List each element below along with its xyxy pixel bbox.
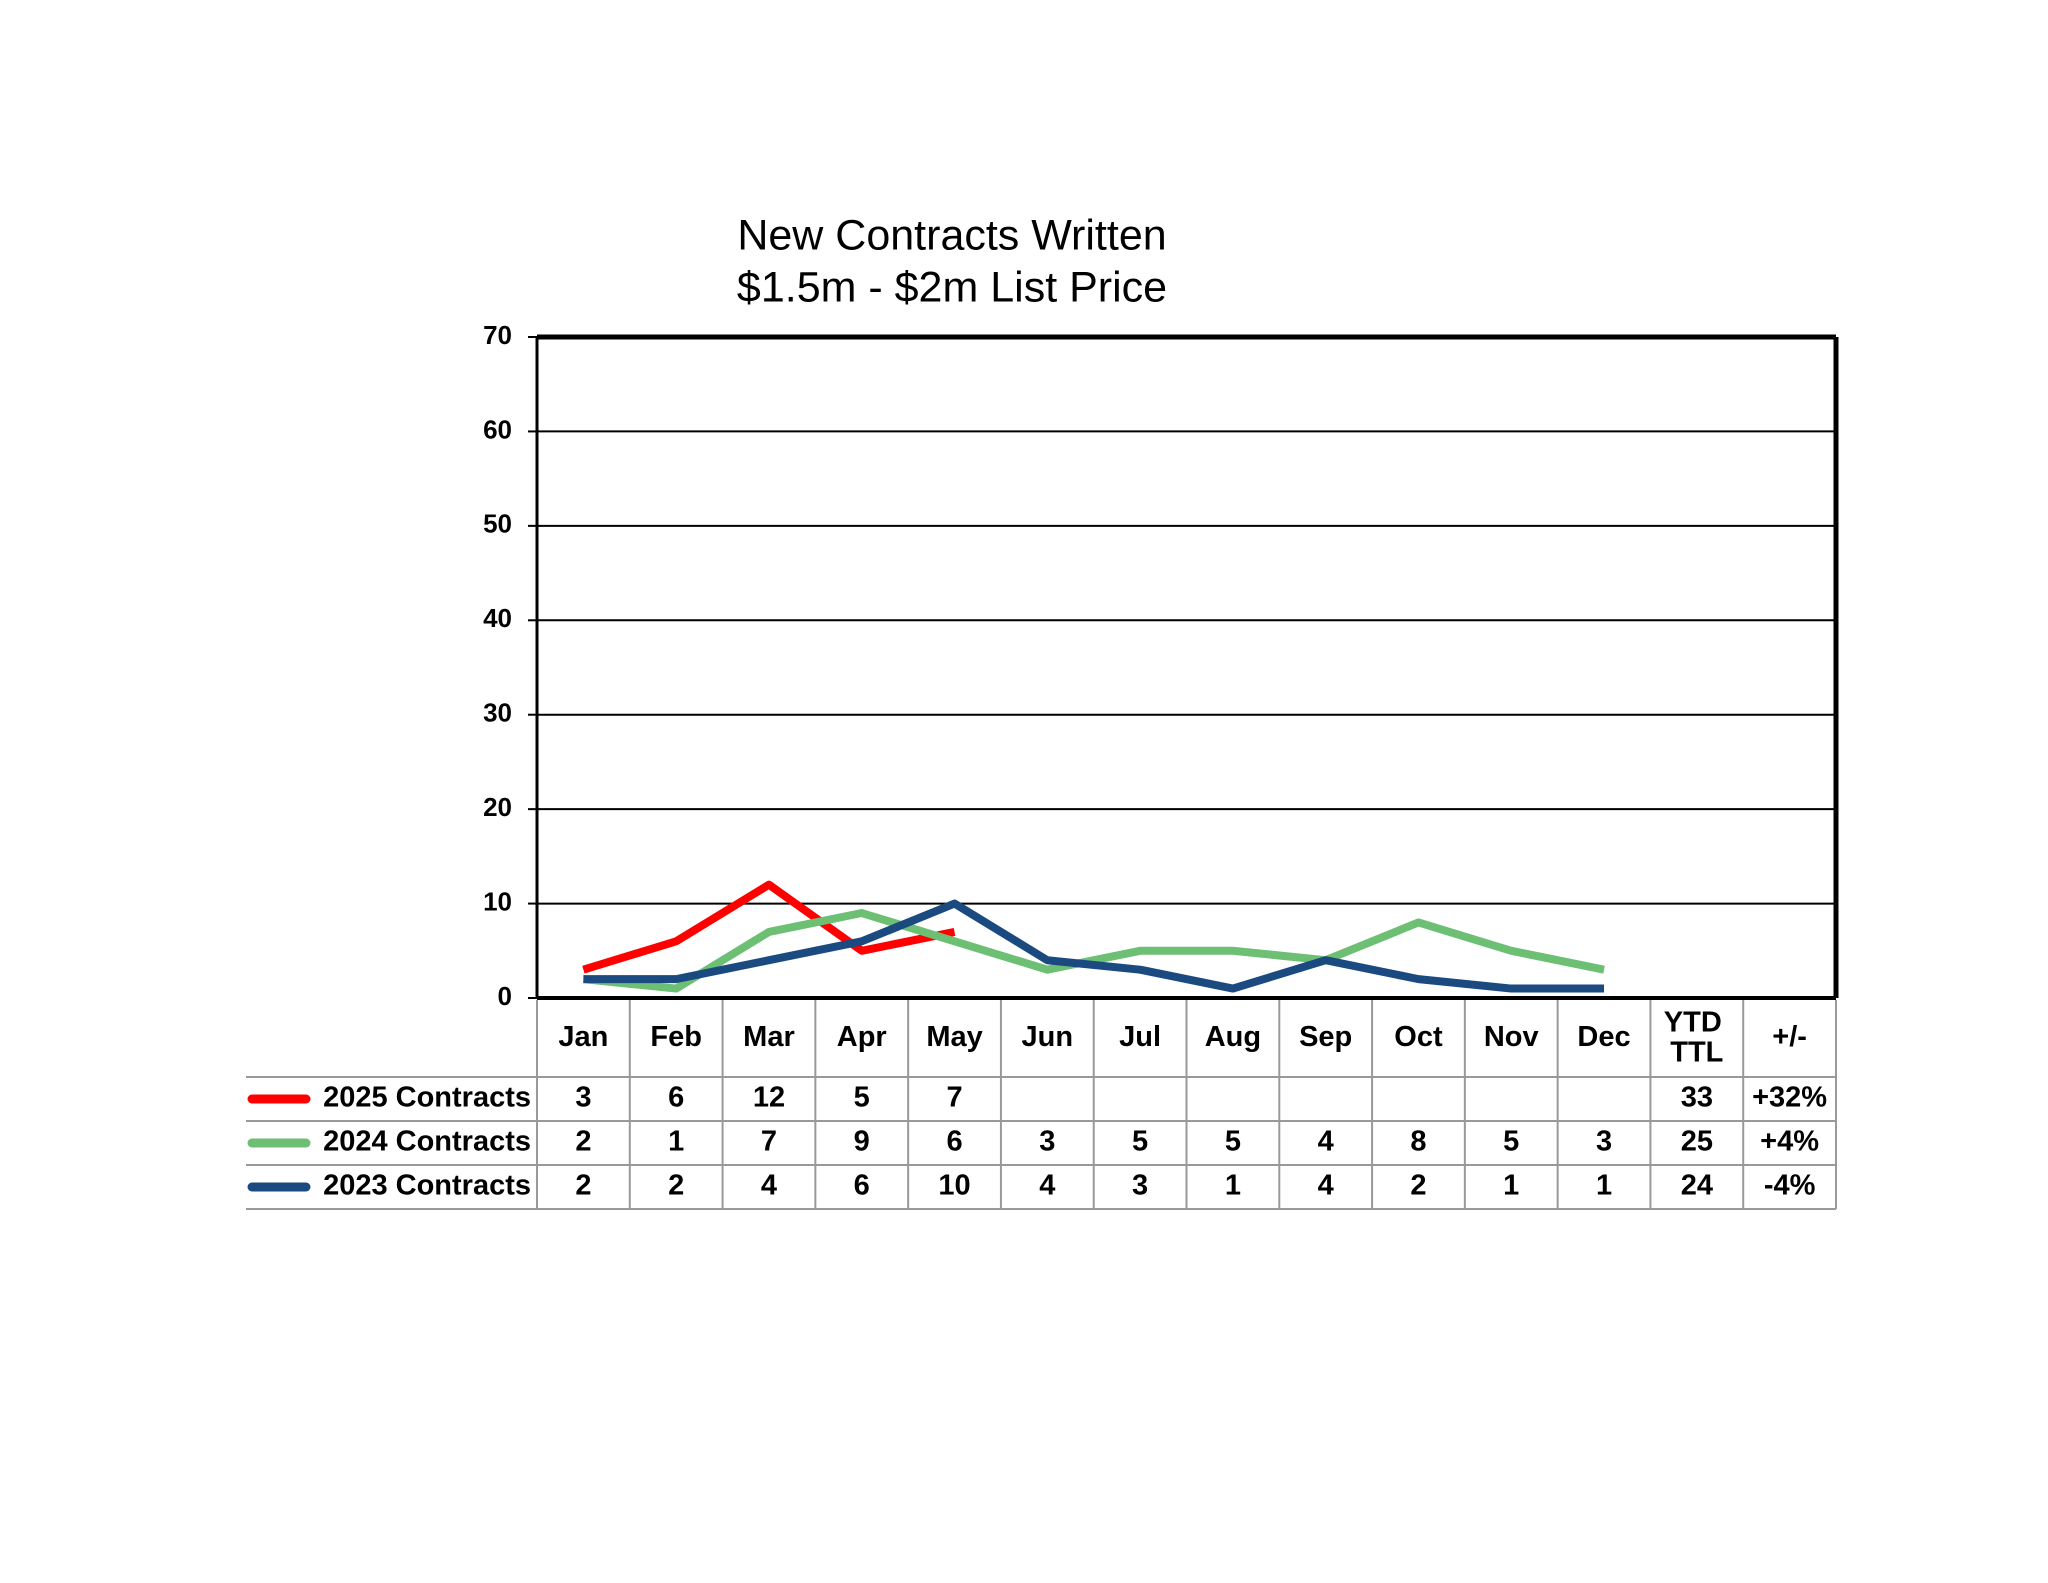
x-tick-label: Jan — [558, 1021, 608, 1053]
table-value: 10 — [938, 1170, 970, 1202]
table-value: 5 — [1503, 1126, 1519, 1158]
y-tick-label: 40 — [483, 603, 512, 633]
table-value: 6 — [946, 1126, 962, 1158]
legend-label: 2024 Contracts — [323, 1126, 531, 1158]
table-total: 24 — [1681, 1170, 1713, 1202]
table-value: 3 — [1039, 1126, 1055, 1158]
table-value: 7 — [946, 1082, 962, 1114]
x-tick-label: Jul — [1119, 1021, 1161, 1053]
series-line — [583, 899, 1605, 993]
table-change: -4% — [1764, 1170, 1816, 1202]
table-value: 1 — [1225, 1170, 1241, 1202]
legend-label: 2025 Contracts — [323, 1082, 531, 1114]
table-value: 4 — [761, 1170, 777, 1202]
table-value: 1 — [668, 1126, 684, 1158]
table-value: 5 — [1225, 1126, 1241, 1158]
table-change: +32% — [1752, 1082, 1827, 1114]
x-tick-label: Sep — [1299, 1021, 1352, 1053]
table-value: 1 — [1596, 1170, 1612, 1202]
y-tick-label: 10 — [483, 886, 512, 916]
x-tick-label: Dec — [1577, 1021, 1630, 1053]
table-value: 12 — [753, 1082, 785, 1114]
series-line — [582, 909, 1605, 993]
chart-subtitle: $1.5m - $2m List Price — [737, 263, 1167, 311]
x-tick-label: Nov — [1484, 1021, 1539, 1053]
chart-title: New Contracts Written — [737, 211, 1166, 259]
y-tick-label: 60 — [483, 414, 512, 444]
x-tick-label: May — [926, 1021, 982, 1053]
table-change: +4% — [1760, 1126, 1819, 1158]
series-line — [582, 880, 956, 974]
table-value: 5 — [854, 1082, 870, 1114]
table-value: 4 — [1039, 1170, 1055, 1202]
table-value: 2 — [668, 1170, 684, 1202]
y-tick-label: 20 — [483, 792, 512, 822]
x-tick-label: Mar — [743, 1021, 795, 1053]
table-total: 25 — [1681, 1126, 1713, 1158]
x-tick-label: Feb — [650, 1021, 702, 1053]
y-tick-label: 70 — [483, 320, 512, 350]
table-value: 2 — [575, 1170, 591, 1202]
x-tick-label: Apr — [837, 1021, 887, 1053]
table-header: +/- — [1772, 1021, 1807, 1053]
table-total: 33 — [1681, 1082, 1713, 1114]
x-tick-label: Jun — [1022, 1021, 1074, 1053]
table-value: 7 — [761, 1126, 777, 1158]
legend-label: 2023 Contracts — [323, 1170, 531, 1202]
y-tick-label: 0 — [498, 981, 512, 1011]
table-value: 8 — [1410, 1126, 1426, 1158]
table-value: 2 — [575, 1126, 591, 1158]
x-tick-label: Oct — [1394, 1021, 1443, 1053]
table-value: 5 — [1132, 1126, 1148, 1158]
table-value: 4 — [1318, 1126, 1334, 1158]
table-value: 3 — [575, 1082, 591, 1114]
x-tick-label: Aug — [1205, 1021, 1261, 1053]
table-value: 4 — [1318, 1170, 1334, 1202]
table-value: 6 — [668, 1082, 684, 1114]
table-header: YTD TTL — [1664, 1006, 1730, 1068]
table-value: 3 — [1596, 1126, 1612, 1158]
table-value: 1 — [1503, 1170, 1519, 1202]
y-tick-label: 50 — [483, 509, 512, 539]
table-value: 6 — [854, 1170, 870, 1202]
table-value: 9 — [854, 1126, 870, 1158]
y-tick-label: 30 — [483, 698, 512, 728]
table-value: 2 — [1410, 1170, 1426, 1202]
table-value: 3 — [1132, 1170, 1148, 1202]
